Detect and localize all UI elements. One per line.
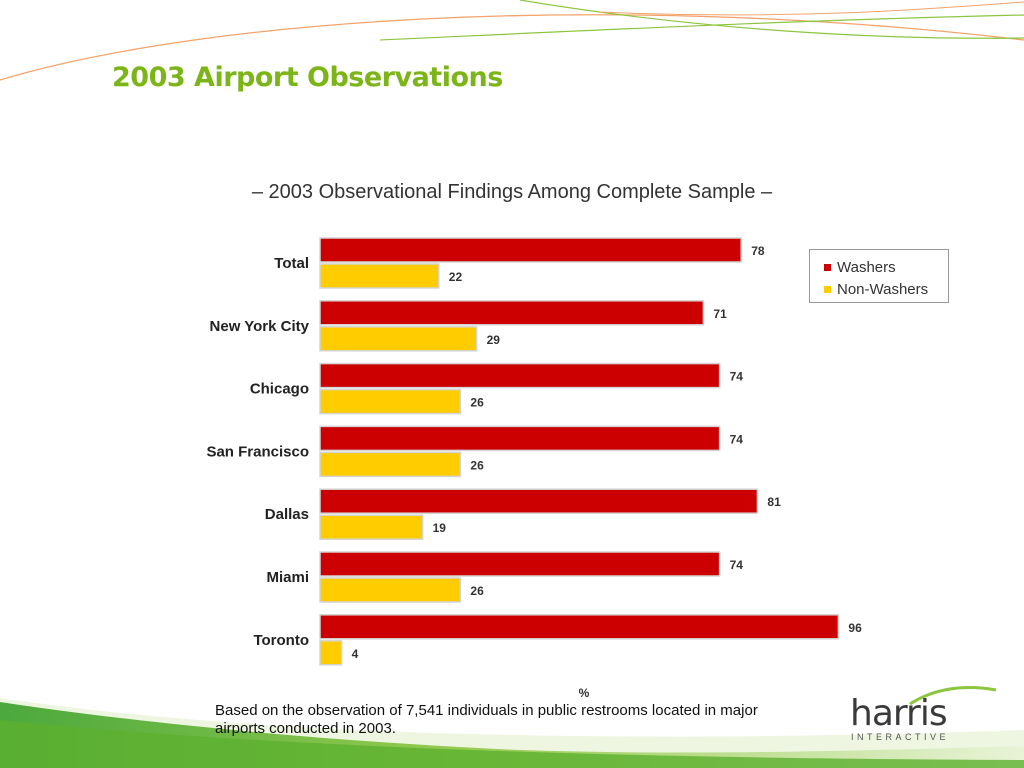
x-axis-label: % (579, 686, 590, 700)
legend-item-washers: Washers (824, 256, 948, 278)
footnote: Based on the observation of 7,541 indivi… (215, 702, 758, 737)
harris-logo: harris INTERACTIVE (848, 684, 998, 744)
value-label-washers-dallas: 81 (767, 495, 781, 509)
category-label-san-francisco: San Francisco (206, 443, 309, 460)
logo-tagline: INTERACTIVE (851, 732, 950, 742)
value-label-washers-new-york-city: 71 (713, 307, 727, 321)
category-label-total: Total (274, 255, 309, 272)
bar-chart: Total 78 22 New York City 71 29 Chicago 74 26 San… (206, 237, 862, 700)
value-label-non-washers-dallas: 19 (433, 521, 447, 535)
value-label-non-washers-new-york-city: 29 (487, 333, 501, 347)
category-label-toronto: Toronto (253, 632, 309, 649)
legend-label-non-washers: Non-Washers (837, 280, 929, 298)
slide-title: 2003 Airport Observations (112, 62, 503, 93)
bar-washers-san-francisco (319, 425, 721, 452)
bar-non-washers-miami (319, 577, 462, 603)
bar-non-washers-total (319, 263, 440, 289)
bar-non-washers-dallas (319, 514, 424, 540)
value-label-washers-miami: 74 (730, 558, 744, 572)
bar-washers-total (319, 237, 742, 263)
category-label-miami: Miami (266, 569, 309, 586)
category-label-new-york-city: New York City (210, 318, 310, 335)
bar-washers-toronto (319, 614, 840, 640)
value-label-washers-san-francisco: 74 (730, 432, 744, 446)
value-label-non-washers-total: 22 (449, 270, 463, 284)
legend-item-non-washers: Non-Washers (824, 278, 948, 300)
bar-non-washers-new-york-city (319, 326, 478, 352)
value-label-non-washers-miami: 26 (470, 584, 484, 598)
value-label-non-washers-chicago: 26 (470, 396, 484, 410)
bar-non-washers-chicago (319, 388, 462, 415)
value-label-non-washers-san-francisco: 26 (470, 458, 484, 472)
logo-swoosh-icon (909, 686, 997, 706)
chart-title: – 2003 Observational Findings Among Comp… (251, 181, 773, 203)
value-label-washers-chicago: 74 (730, 370, 744, 384)
bar-non-washers-toronto (319, 640, 343, 666)
decorative-swoosh-bottom (0, 698, 1024, 768)
chart-legend: Washers Non-Washers (809, 249, 949, 303)
legend-swatch-washers (824, 263, 831, 271)
bar-washers-new-york-city (319, 300, 705, 326)
legend-swatch-non-washers (824, 285, 831, 293)
category-label-dallas: Dallas (265, 506, 309, 523)
bar-washers-dallas (319, 488, 759, 514)
bar-washers-miami (319, 551, 721, 577)
bar-non-washers-san-francisco (319, 451, 462, 478)
value-label-washers-total: 78 (751, 244, 765, 258)
decorative-swoosh-top (0, 0, 1024, 81)
bar-washers-chicago (319, 362, 721, 389)
value-label-non-washers-toronto: 4 (352, 647, 359, 661)
legend-label-washers: Washers (837, 258, 896, 276)
value-label-washers-toronto: 96 (848, 621, 862, 635)
category-label-chicago: Chicago (250, 381, 309, 398)
logo-wordmark: harris (850, 693, 948, 734)
